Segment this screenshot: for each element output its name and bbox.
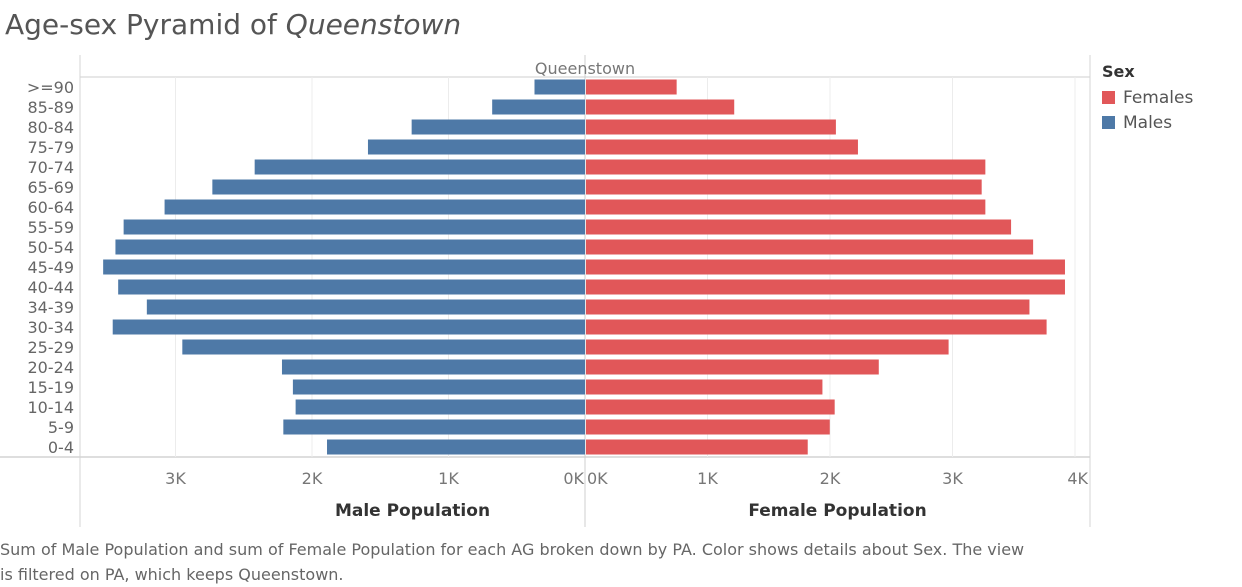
legend-item-females[interactable]: Females: [1102, 85, 1193, 110]
chart-title-prefix: Age-sex Pyramid of: [5, 8, 286, 41]
age-group-label-65-69: 65-69: [28, 178, 75, 197]
age-group-label-34-39: 34-39: [28, 298, 75, 317]
female-bar-60-64: [586, 199, 986, 215]
female-bar-34-39: [586, 299, 1030, 315]
female-bar-40-44: [586, 279, 1065, 295]
female-bar-50-54: [586, 239, 1034, 255]
female-bar->=90: [586, 79, 677, 95]
age-group-label-40-44: 40-44: [28, 278, 75, 297]
chart-caption: Sum of Male Population and sum of Female…: [0, 537, 1100, 587]
age-group-label-80-84: 80-84: [28, 118, 75, 137]
female-axis-tick-0K: 0K: [587, 469, 608, 488]
male-bar-60-64: [164, 199, 585, 215]
male-bar-80-84: [411, 119, 585, 135]
age-group-label-0-4: 0-4: [48, 438, 74, 457]
male-bar-75-79: [367, 139, 585, 155]
female-bar-55-59: [586, 219, 1012, 235]
legend-item-males[interactable]: Males: [1102, 110, 1193, 135]
panel-header: Queenstown: [535, 59, 635, 78]
female-bar-65-69: [586, 179, 982, 195]
female-bar-25-29: [586, 339, 949, 355]
female-axis-tick-1K: 1K: [697, 469, 718, 488]
age-group-label-60-64: 60-64: [28, 198, 75, 217]
male-bar-55-59: [123, 219, 585, 235]
female-bar-45-49: [586, 259, 1065, 275]
legend-swatch-females: [1102, 91, 1115, 104]
age-group-label-75-79: 75-79: [28, 138, 75, 157]
female-bar-0-4: [586, 439, 808, 455]
male-axis-tick-2K: 2K: [302, 469, 323, 488]
legend: Sex Females Males: [1102, 62, 1193, 135]
legend-label-males: Males: [1123, 112, 1173, 133]
male-bar-25-29: [182, 339, 585, 355]
female-bar-80-84: [586, 119, 836, 135]
age-group-label-15-19: 15-19: [28, 378, 75, 397]
age-group-label-30-34: 30-34: [28, 318, 75, 337]
age-group-label-25-29: 25-29: [28, 338, 75, 357]
female-bar-75-79: [586, 139, 858, 155]
female-bar-15-19: [586, 379, 823, 395]
female-bar-10-14: [586, 399, 835, 415]
legend-swatch-males: [1102, 116, 1115, 129]
male-bar-85-89: [492, 99, 585, 115]
female-axis-tick-2K: 2K: [820, 469, 841, 488]
age-group-label-10-14: 10-14: [28, 398, 75, 417]
chart-title: Age-sex Pyramid of Queenstown: [5, 8, 461, 41]
male-bar-70-74: [254, 159, 586, 175]
male-axis-tick-1K: 1K: [438, 469, 459, 488]
male-bar-65-69: [212, 179, 586, 195]
female-axis-tick-3K: 3K: [942, 469, 963, 488]
legend-title: Sex: [1102, 62, 1135, 81]
male-bar-0-4: [327, 439, 585, 455]
age-group-label-20-24: 20-24: [28, 358, 75, 377]
age-group-label-45-49: 45-49: [28, 258, 75, 277]
male-bar-15-19: [292, 379, 585, 395]
female-bar-30-34: [586, 319, 1047, 335]
male-bar-30-34: [112, 319, 586, 335]
male-axis-tick-3K: 3K: [165, 469, 186, 488]
male-bar-5-9: [283, 419, 585, 435]
male-bar->=90: [534, 79, 585, 95]
male-bar-10-14: [295, 399, 585, 415]
chart-title-place: Queenstown: [285, 8, 462, 41]
caption-line-2: is filtered on PA, which keeps Queenstow…: [0, 565, 344, 584]
age-sex-pyramid-chart: Queenstown >=9085-8980-8475-7970-7465-696…: [0, 55, 1091, 527]
age-group-label-70-74: 70-74: [28, 158, 75, 177]
female-bar-20-24: [586, 359, 879, 375]
age-group-label-55-59: 55-59: [28, 218, 75, 237]
male-bar-40-44: [118, 279, 586, 295]
age-group-label-50-54: 50-54: [28, 238, 75, 257]
female-bar-5-9: [586, 419, 830, 435]
female-axis-tick-4K: 4K: [1067, 469, 1088, 488]
male-axis-title: Male Population: [335, 501, 490, 521]
male-axis-tick-0K: 0K: [563, 469, 584, 488]
male-bar-34-39: [146, 299, 585, 315]
female-bar-70-74: [586, 159, 986, 175]
female-axis-title: Female Population: [748, 501, 926, 521]
age-group-label-5-9: 5-9: [48, 418, 74, 437]
female-bar-85-89: [586, 99, 735, 115]
legend-label-females: Females: [1123, 87, 1194, 108]
caption-line-1: Sum of Male Population and sum of Female…: [0, 540, 1025, 559]
male-bar-50-54: [115, 239, 585, 255]
male-bar-45-49: [103, 259, 585, 275]
age-group-label->=90: >=90: [27, 78, 74, 97]
male-bar-20-24: [281, 359, 585, 375]
age-group-label-85-89: 85-89: [28, 98, 75, 117]
